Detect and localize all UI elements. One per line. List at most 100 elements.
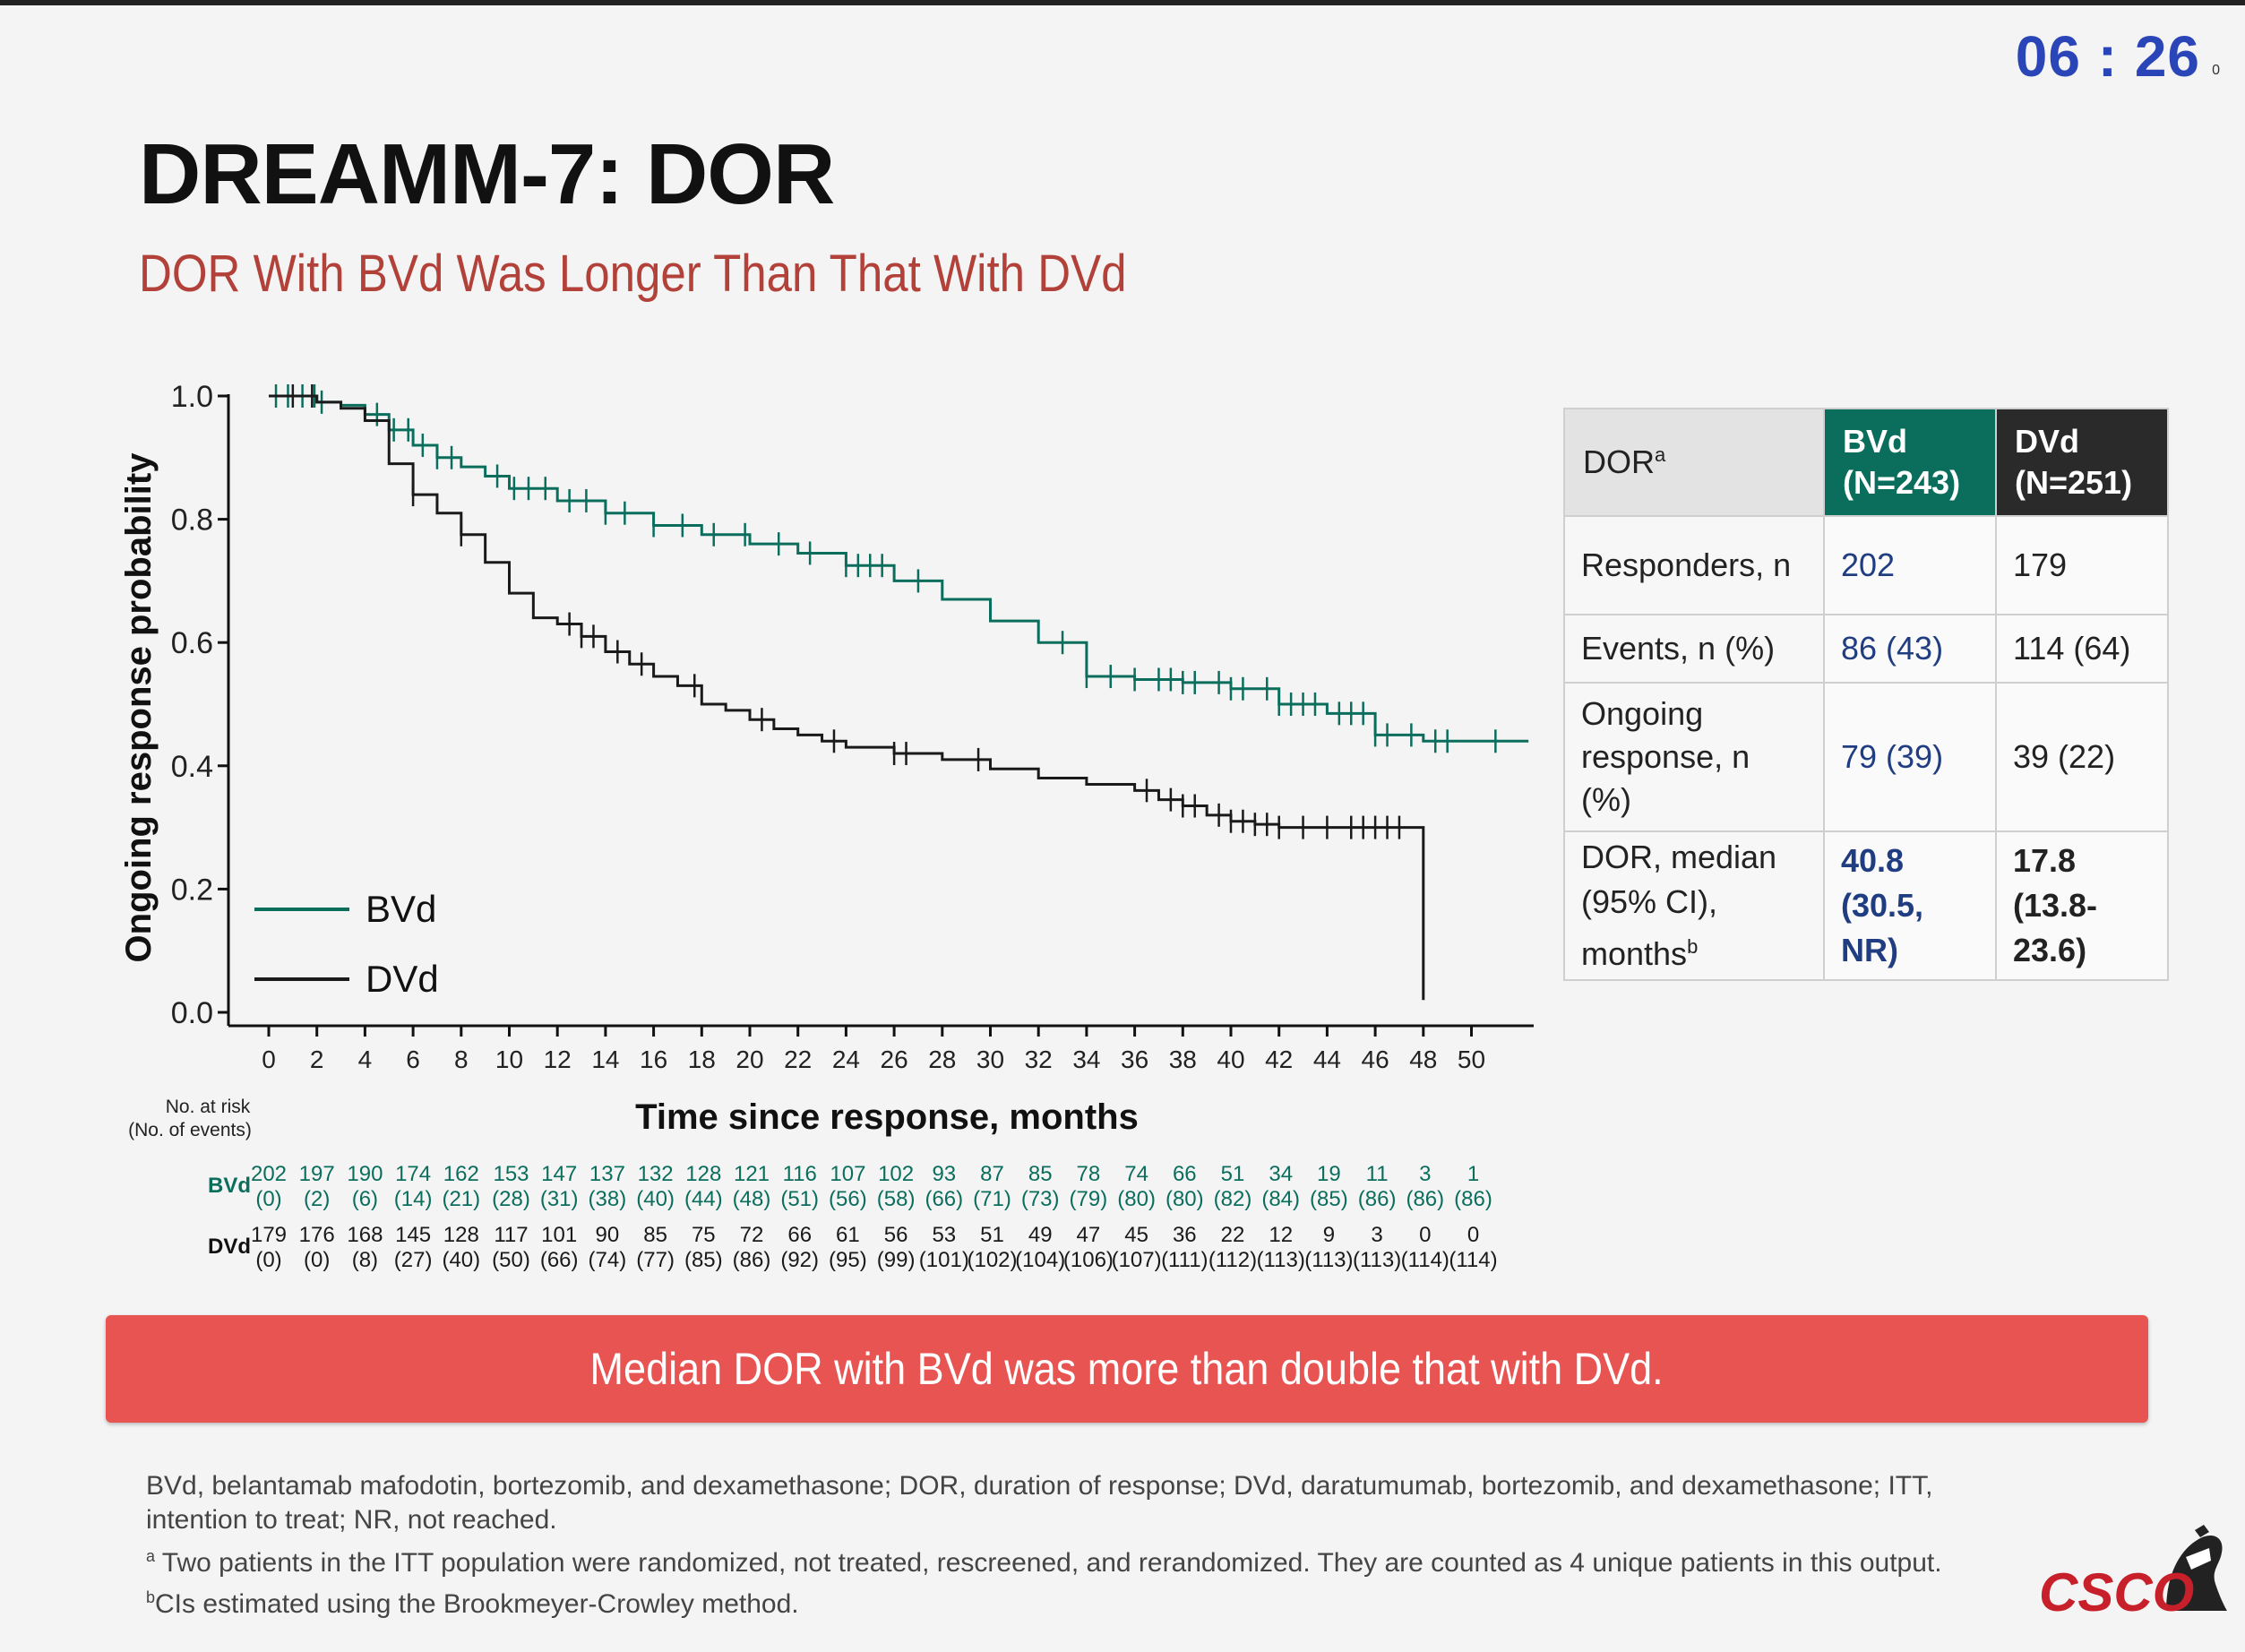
risk-header-sub: (No. of events) xyxy=(128,1120,252,1140)
risk-row-label: DVd xyxy=(208,1235,251,1259)
risk-at-risk: 132 xyxy=(638,1162,674,1186)
km-line-bvd xyxy=(269,394,1529,743)
risk-at-risk: 202 xyxy=(251,1162,287,1186)
risk-events: (31) xyxy=(540,1187,579,1211)
risk-events: (38) xyxy=(589,1187,627,1211)
risk-at-risk: 147 xyxy=(541,1162,577,1186)
risk-at-risk: 9 xyxy=(1323,1223,1335,1247)
x-tick-label: 28 xyxy=(928,1045,956,1073)
risk-at-risk: 102 xyxy=(878,1162,914,1186)
risk-at-risk: 75 xyxy=(692,1223,716,1247)
risk-events: (40) xyxy=(442,1248,480,1272)
x-tick-label: 12 xyxy=(544,1045,572,1073)
risk-events: (79) xyxy=(1070,1187,1108,1211)
risk-events: (101) xyxy=(919,1248,969,1272)
risk-events: (58) xyxy=(877,1187,916,1211)
y-tick-label: 0.2 xyxy=(171,873,213,907)
risk-events: (85) xyxy=(684,1248,723,1272)
y-tick-label: 1.0 xyxy=(171,380,213,414)
risk-events: (74) xyxy=(589,1248,627,1272)
x-tick-label: 16 xyxy=(640,1045,667,1073)
risk-at-risk: 107 xyxy=(830,1162,865,1186)
x-tick-label: 14 xyxy=(591,1045,619,1073)
risk-events: (77) xyxy=(636,1248,675,1272)
chart-legend: BVd DVd xyxy=(254,888,439,1000)
risk-at-risk: 176 xyxy=(299,1223,335,1247)
risk-row-label: BVd xyxy=(208,1174,251,1198)
risk-events: (86) xyxy=(1454,1187,1492,1211)
risk-events: (73) xyxy=(1021,1187,1060,1211)
slide-subtitle: DOR With BVd Was Longer Than That With D… xyxy=(139,245,1127,303)
risk-events: (102) xyxy=(967,1248,1017,1272)
risk-events: (92) xyxy=(780,1248,819,1272)
risk-events: (84) xyxy=(1261,1187,1300,1211)
risk-at-risk: 78 xyxy=(1077,1162,1101,1186)
km-line-dvd xyxy=(269,394,1425,1001)
risk-events: (106) xyxy=(1063,1248,1114,1272)
risk-at-risk: 85 xyxy=(1028,1162,1053,1186)
x-tick-label: 50 xyxy=(1458,1045,1485,1073)
header-bvd: BVd (N=243) xyxy=(1823,408,1997,517)
footnote-notes: a Two patients in the ITT population wer… xyxy=(146,1547,1942,1619)
risk-events: (0) xyxy=(255,1248,281,1272)
risk-at-risk: 85 xyxy=(643,1223,667,1247)
risk-at-risk: 74 xyxy=(1124,1162,1148,1186)
risk-at-risk: 101 xyxy=(541,1223,577,1247)
table-row: Responders, n 202 179 xyxy=(1563,515,2169,615)
x-tick-label: 0 xyxy=(262,1045,276,1073)
x-axis-label: Time since response, months xyxy=(635,1097,1139,1137)
risk-at-risk: 174 xyxy=(395,1162,431,1186)
risk-events: (113) xyxy=(1304,1248,1353,1272)
risk-events: (107) xyxy=(1112,1248,1162,1272)
risk-at-risk: 53 xyxy=(932,1223,956,1247)
dvd-median: 17.8 (13.8-23.6) xyxy=(1995,830,2169,981)
y-tick-label: 0.0 xyxy=(171,996,213,1030)
risk-at-risk: 12 xyxy=(1269,1223,1293,1247)
y-axis-label: Ongoing response probability xyxy=(119,452,159,963)
csco-logo: CSCO xyxy=(2039,1525,2227,1620)
x-tick-label: 18 xyxy=(688,1045,716,1073)
risk-at-risk: 117 xyxy=(494,1223,528,1247)
risk-events: (113) xyxy=(1353,1248,1401,1272)
risk-at-risk: 197 xyxy=(299,1162,335,1186)
dvd-value: 114 (64) xyxy=(1995,614,2169,684)
risk-at-risk: 93 xyxy=(932,1162,956,1186)
risk-events: (6) xyxy=(352,1187,378,1211)
risk-events: (56) xyxy=(829,1187,867,1211)
risk-events: (66) xyxy=(540,1248,579,1272)
row-label: Responders, n xyxy=(1563,515,1825,615)
table-row: DOR, median (95% CI), monthsb 40.8 (30.5, … xyxy=(1563,830,2169,981)
risk-at-risk: 72 xyxy=(740,1223,764,1247)
x-tick-label: 32 xyxy=(1025,1045,1053,1073)
risk-events: (66) xyxy=(925,1187,963,1211)
bvd-value: 202 xyxy=(1823,515,1997,615)
risk-events: (28) xyxy=(492,1187,530,1211)
row-label: Events, n (%) xyxy=(1563,614,1825,684)
risk-events: (85) xyxy=(1310,1187,1348,1211)
top-bar xyxy=(0,0,2245,5)
row-label: Ongoing response, n (%) xyxy=(1563,682,1825,832)
header-dvd: DVd (N=251) xyxy=(1995,408,2169,517)
chart-axes: 0.00.20.40.60.81.00 2 4 6 8 10 12 14 16 18 20 22 24 2… xyxy=(119,380,1534,1137)
risk-at-risk: 153 xyxy=(493,1162,529,1186)
x-tick-label: 38 xyxy=(1169,1045,1197,1073)
logo-text: CSCO xyxy=(2039,1562,2194,1620)
x-tick-label: 36 xyxy=(1121,1045,1148,1073)
slide-title: DREAMM-7: DOR xyxy=(139,126,835,222)
risk-events: (82) xyxy=(1214,1187,1252,1211)
risk-events: (27) xyxy=(394,1248,433,1272)
dor-table-header-row: DORa BVd (N=243) DVd (N=251) xyxy=(1563,408,2169,517)
footnote-abbreviations: BVd, belantamab mafodotin, bortezomib, a… xyxy=(146,1471,1933,1535)
risk-events: (2) xyxy=(304,1187,330,1211)
x-tick-label: 8 xyxy=(454,1045,469,1073)
footnotes: BVd, belantamab mafodotin, bortezomib, a… xyxy=(146,1469,1956,1623)
row-label: DOR, median (95% CI), monthsb xyxy=(1563,830,1825,981)
risk-at-risk: 87 xyxy=(980,1162,1004,1186)
x-tick-label: 48 xyxy=(1409,1045,1437,1073)
risk-events: (99) xyxy=(877,1248,916,1272)
risk-at-risk: 162 xyxy=(443,1162,479,1186)
risk-at-risk: 47 xyxy=(1077,1223,1101,1247)
logo-emblem-icon xyxy=(2166,1525,2227,1611)
risk-at-risk: 45 xyxy=(1124,1223,1148,1247)
